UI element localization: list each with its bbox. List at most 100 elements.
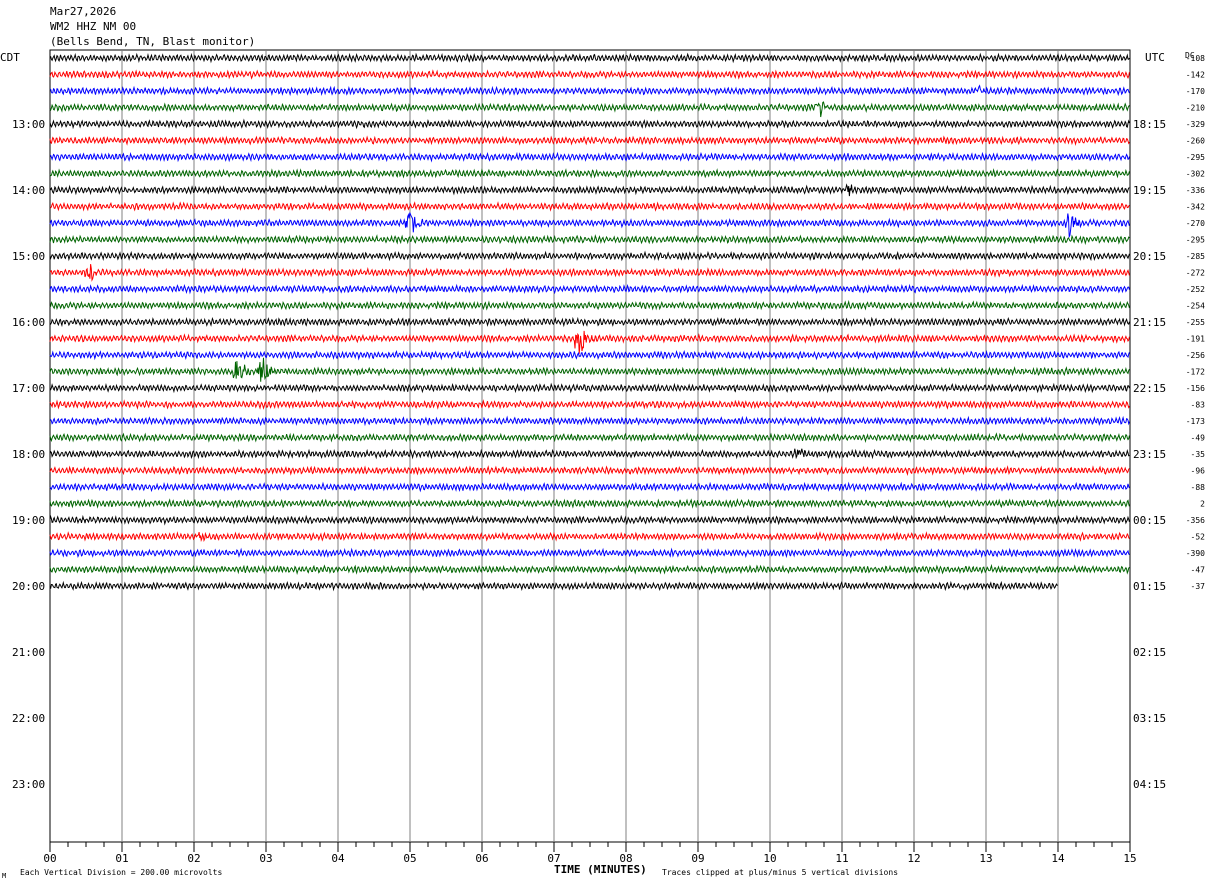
dc-offset-value: -37 xyxy=(1191,582,1206,591)
seismic-trace-9 xyxy=(49,201,1130,212)
dc-offset-value: 2 xyxy=(1200,500,1205,509)
x-tick-label: 02 xyxy=(187,852,200,865)
seismic-trace-25 xyxy=(49,465,1130,477)
dc-offset-value: -329 xyxy=(1186,120,1205,129)
seismic-trace-6 xyxy=(50,151,1130,163)
seismic-trace-3 xyxy=(49,101,1130,118)
dc-offset-value: -172 xyxy=(1186,368,1205,377)
hour-label-utc: 20:15 xyxy=(1133,250,1166,263)
seismic-trace-16 xyxy=(49,316,1130,328)
dc-offset-value: -390 xyxy=(1186,549,1205,558)
x-tick-label: 03 xyxy=(259,852,272,865)
hour-label-cdt: 20:00 xyxy=(12,580,45,593)
seismic-trace-31 xyxy=(49,563,1130,575)
seismic-trace-11 xyxy=(49,234,1130,246)
dc-offset-value: -336 xyxy=(1186,186,1205,195)
seismic-trace-8 xyxy=(49,183,1130,197)
seismic-trace-32 xyxy=(49,580,1058,592)
x-tick-label: 11 xyxy=(835,852,848,865)
seismic-trace-14 xyxy=(49,283,1130,295)
x-tick-label: 06 xyxy=(475,852,488,865)
header-date: Mar27,2026 xyxy=(50,5,117,18)
x-tick-label: 07 xyxy=(547,852,560,865)
x-tick-label: 12 xyxy=(907,852,920,865)
hour-label-cdt: 19:00 xyxy=(12,514,45,527)
seismic-trace-23 xyxy=(49,432,1130,444)
seismic-trace-15 xyxy=(49,299,1130,311)
seismic-trace-0 xyxy=(49,52,1130,64)
hour-label-utc: 22:15 xyxy=(1133,382,1166,395)
dc-offset-value: -342 xyxy=(1186,203,1205,212)
dc-offset-value: -252 xyxy=(1186,285,1205,294)
dc-offset-value: -88 xyxy=(1191,483,1206,492)
seismic-trace-28 xyxy=(49,514,1130,526)
seismic-trace-20 xyxy=(49,382,1130,394)
hour-label-cdt: 22:00 xyxy=(12,712,45,725)
header-station: WM2 HHZ NM 00 xyxy=(50,20,137,33)
hour-label-cdt: 14:00 xyxy=(12,184,45,197)
x-tick-label: 14 xyxy=(1051,852,1065,865)
dc-offset-value: -108 xyxy=(1186,54,1205,63)
dc-offset-value: -156 xyxy=(1186,384,1205,393)
left-timezone-label: CDT xyxy=(0,51,20,64)
scale-note: Each Vertical Division = 200.00 microvol… xyxy=(20,868,222,877)
seismic-trace-29 xyxy=(49,531,1130,542)
seismic-trace-19 xyxy=(49,357,1130,382)
dc-offset-value: -96 xyxy=(1191,467,1206,476)
clip-note: Traces clipped at plus/minus 5 vertical … xyxy=(662,868,898,877)
x-tick-label: 04 xyxy=(331,852,345,865)
plot-frame xyxy=(49,49,1131,843)
dc-label: DC xyxy=(1185,51,1195,60)
seismic-trace-22 xyxy=(49,415,1130,427)
corner-mark: M xyxy=(2,872,6,880)
x-tick-label: 09 xyxy=(691,852,704,865)
dc-offset-value: -173 xyxy=(1186,417,1205,426)
dc-offset-value: -142 xyxy=(1186,71,1205,80)
dc-offset-value: -260 xyxy=(1186,137,1205,146)
x-tick-label: 00 xyxy=(43,852,56,865)
dc-offset-value: -191 xyxy=(1186,335,1205,344)
hour-label-utc: 21:15 xyxy=(1133,316,1166,329)
dc-offset-value: -295 xyxy=(1186,236,1205,245)
hour-label-utc: 02:15 xyxy=(1133,646,1166,659)
hour-label-cdt: 21:00 xyxy=(12,646,45,659)
seismic-trace-12 xyxy=(49,250,1130,262)
seismic-trace-24 xyxy=(49,448,1130,460)
hour-label-utc: 04:15 xyxy=(1133,778,1166,791)
seismic-trace-30 xyxy=(49,547,1130,559)
hour-label-utc: 19:15 xyxy=(1133,184,1166,197)
hour-label-cdt: 13:00 xyxy=(12,118,45,131)
dc-offset-value: -47 xyxy=(1191,566,1206,575)
header-location: (Bells Bend, TN, Blast monitor) xyxy=(50,35,256,48)
seismic-trace-4 xyxy=(49,118,1130,130)
seismic-trace-13 xyxy=(49,264,1130,282)
x-tick-label: 01 xyxy=(115,852,128,865)
hour-label-cdt: 16:00 xyxy=(12,316,45,329)
hour-label-utc: 18:15 xyxy=(1133,118,1166,131)
seismic-trace-26 xyxy=(49,481,1130,493)
x-tick-label: 15 xyxy=(1123,852,1136,865)
x-tick-label: 10 xyxy=(763,852,776,865)
hour-label-cdt: 17:00 xyxy=(12,382,45,395)
dc-offset-value: -272 xyxy=(1186,269,1205,278)
seismic-trace-27 xyxy=(49,497,1130,509)
dc-offset-value: -254 xyxy=(1186,302,1205,311)
x-tick-label: 08 xyxy=(619,852,632,865)
right-timezone-label: UTC xyxy=(1145,51,1165,64)
dc-offset-value: -170 xyxy=(1186,87,1205,96)
dc-offset-value: -256 xyxy=(1186,351,1205,360)
hour-label-cdt: 23:00 xyxy=(12,778,45,791)
dc-offset-value: -35 xyxy=(1191,450,1206,459)
dc-offset-value: -295 xyxy=(1186,153,1205,162)
hour-label-utc: 23:15 xyxy=(1133,448,1166,461)
dc-offset-value: -356 xyxy=(1186,516,1205,525)
dc-offset-value: -49 xyxy=(1191,434,1206,443)
seismic-trace-1 xyxy=(49,69,1130,80)
dc-offset-value: -285 xyxy=(1186,252,1205,261)
dc-offset-value: -210 xyxy=(1186,104,1205,113)
seismic-trace-5 xyxy=(49,135,1130,146)
dc-offset-value: -52 xyxy=(1191,533,1206,542)
seismic-trace-7 xyxy=(49,168,1130,179)
x-tick-label: 05 xyxy=(403,852,416,865)
